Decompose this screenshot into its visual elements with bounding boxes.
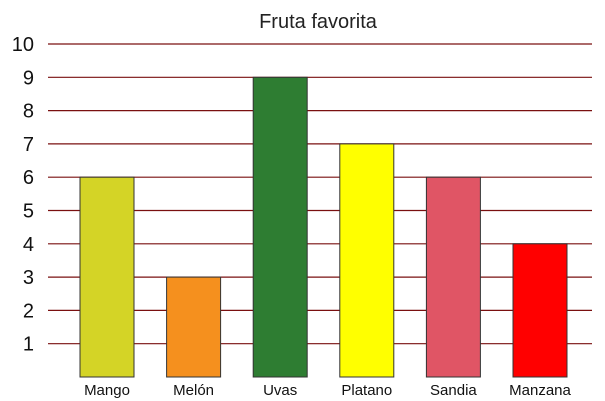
grid-lines xyxy=(48,43,592,345)
category-label: Mango xyxy=(84,382,130,399)
y-tick-label: 9 xyxy=(23,67,34,89)
bar-uvas xyxy=(252,76,308,378)
y-tick-label: 2 xyxy=(23,300,34,322)
y-tick-label: 4 xyxy=(23,234,34,256)
y-tick-label: 10 xyxy=(12,34,34,56)
y-tick-label: 3 xyxy=(23,267,34,289)
bar-platano xyxy=(339,143,395,378)
bar-manzana xyxy=(512,243,568,378)
category-label: Uvas xyxy=(263,382,297,399)
bar-sandia xyxy=(425,176,481,378)
y-tick-label: 1 xyxy=(23,334,34,356)
bar-mango xyxy=(79,176,135,378)
category-label: Manzana xyxy=(509,382,571,399)
category-label: Platano xyxy=(341,382,392,399)
category-label: Melón xyxy=(173,382,214,399)
bars xyxy=(79,76,568,378)
y-tick-label: 6 xyxy=(23,167,34,189)
y-tick-label: 8 xyxy=(23,101,34,123)
x-axis-categories: Mango Melón Uvas Platano Sandia Manzana xyxy=(84,382,571,399)
chart-title: Fruta favorita xyxy=(259,11,378,33)
y-tick-label: 7 xyxy=(23,134,34,156)
category-label: Sandia xyxy=(430,382,477,399)
y-axis-ticks: 1 2 3 4 5 6 7 8 9 10 xyxy=(12,34,34,356)
bar-melón xyxy=(166,276,222,378)
y-tick-label: 5 xyxy=(23,201,34,223)
